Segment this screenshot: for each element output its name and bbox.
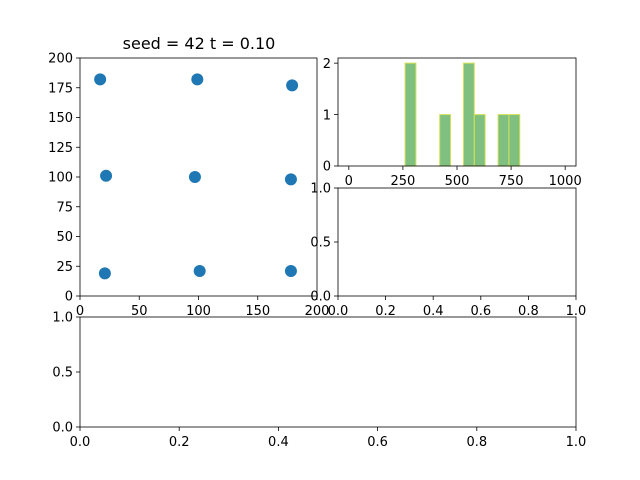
scatter-point — [286, 79, 299, 92]
x-tick-label: 0 — [345, 174, 353, 189]
axes-frame — [337, 187, 577, 297]
histogram-bar — [497, 114, 510, 167]
histogram-bar — [462, 62, 475, 167]
x-tick-label: 0.6 — [367, 435, 388, 450]
scatter-axes: 0 50 100 150 200 0 25 50 75 100 125 150 175 200 — [48, 52, 329, 319]
y-tick-label: 1 — [323, 108, 331, 123]
x-tick-label: 0.2 — [169, 435, 190, 450]
histogram-bar — [439, 114, 452, 167]
y-tick-label: 0 — [65, 290, 73, 305]
x-tick-label: 0.6 — [470, 304, 491, 319]
y-tick-label: 0.0 — [52, 421, 73, 436]
x-tick-label: 0.0 — [70, 435, 91, 450]
x-tick-label: 0.4 — [423, 304, 444, 319]
x-tick-label: 100 — [186, 304, 211, 319]
y-tick-label: 125 — [48, 141, 73, 156]
x-tick-label: 0.0 — [328, 304, 349, 319]
axes-frame — [79, 57, 318, 297]
x-tick-label: 0.4 — [268, 435, 289, 450]
empty-bottom-axes: 0.0 0.2 0.4 0.6 0.8 1.0 0.0 0.5 1.0 — [52, 311, 586, 450]
y-tick-label: 0.0 — [310, 290, 331, 305]
x-tick-label: 250 — [390, 174, 415, 189]
histogram-bar — [508, 114, 521, 167]
x-tick-label: 0.8 — [466, 435, 487, 450]
x-tick-label: 50 — [131, 304, 148, 319]
x-tick-label: 1000 — [549, 174, 582, 189]
x-tick-label: 1.0 — [566, 435, 587, 450]
scatter-point — [284, 265, 297, 278]
y-tick-label: 0.5 — [52, 366, 73, 381]
x-tick-label: 500 — [445, 174, 470, 189]
y-tick-label: 175 — [48, 81, 73, 96]
empty-middle-axes: 0.0 0.2 0.4 0.6 0.8 1.0 0.0 0.5 1.0 — [310, 182, 586, 319]
y-tick-label: 0 — [323, 160, 331, 175]
y-tick-label: 0.5 — [310, 236, 331, 251]
histogram-bar — [473, 114, 486, 167]
scatter-point — [188, 171, 201, 183]
figure-title: seed = 42 t = 0.10 — [123, 34, 276, 53]
x-tick-label: 200 — [305, 304, 330, 319]
scatter-point — [100, 169, 113, 182]
x-tick-label: 150 — [245, 304, 270, 319]
scatter-point — [98, 267, 111, 280]
y-tick-label: 2 — [323, 57, 331, 72]
histogram-bar — [404, 62, 417, 167]
y-tick-label: 200 — [48, 52, 73, 67]
y-tick-label: 75 — [56, 200, 73, 215]
y-tick-label: 1.0 — [310, 182, 331, 197]
histogram-axes: 0 250 500 750 1000 0 1 2 — [323, 57, 582, 189]
scatter-point — [191, 73, 204, 86]
x-tick-label: 0.2 — [375, 304, 396, 319]
scatter-point — [284, 173, 297, 186]
y-tick-label: 100 — [48, 171, 73, 186]
y-tick-label: 150 — [48, 111, 73, 126]
axes-frame — [337, 57, 577, 167]
y-tick-label: 25 — [56, 260, 73, 275]
y-tick-label: 1.0 — [52, 311, 73, 326]
x-tick-label: 0 — [76, 304, 84, 319]
y-tick-label: 50 — [56, 230, 73, 245]
x-tick-label: 0.8 — [518, 304, 539, 319]
x-tick-label: 750 — [499, 174, 524, 189]
x-tick-label: 1.0 — [566, 304, 587, 319]
scatter-point — [193, 265, 206, 278]
axes-frame — [79, 316, 577, 428]
scatter-point — [94, 73, 107, 86]
